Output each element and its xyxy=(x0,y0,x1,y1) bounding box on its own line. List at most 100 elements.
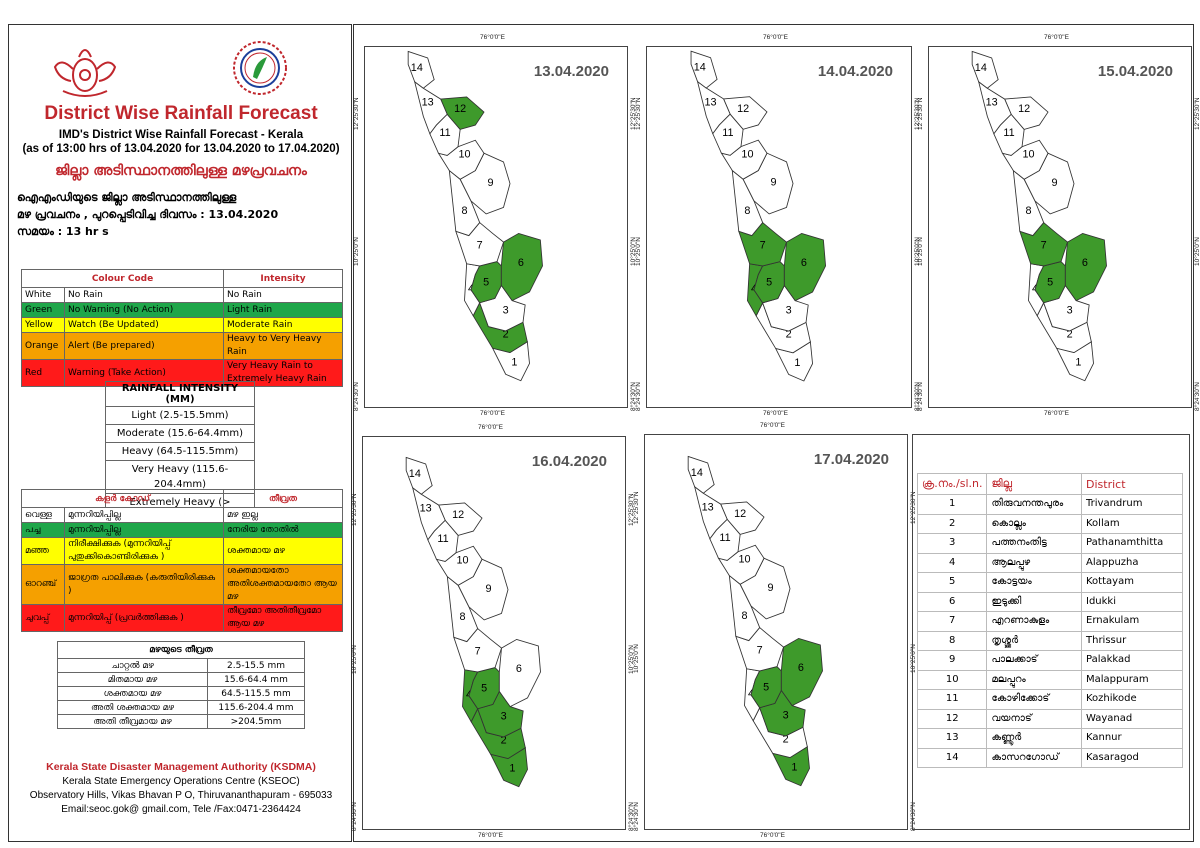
district-number: 11 xyxy=(916,689,988,710)
map-date: 15.04.2020 xyxy=(1097,63,1173,80)
ml-colour-code-row: വെള്ള മുന്നറിയിപ്പില്ല മഴ ഇല്ല xyxy=(21,507,343,523)
district-name-ml: തിരുവനന്തപുരം xyxy=(986,494,1082,515)
map-date: 14.04.2020 xyxy=(817,63,893,80)
colour-code-header: Colour Code xyxy=(21,269,224,288)
district-14-label: 14 xyxy=(691,467,703,479)
lat-label-left: 12°25'30"N xyxy=(635,97,642,130)
district-6-label: 6 xyxy=(801,257,807,269)
lat-label-right: 10°25'0"N xyxy=(1194,237,1200,266)
district-name-ml: കോട്ടയം xyxy=(986,572,1082,593)
colour-intensity: Light Rain xyxy=(223,302,343,318)
lon-label-bottom: 76°0'0"E xyxy=(480,410,505,417)
district-5-label: 5 xyxy=(483,276,489,288)
district-14-region xyxy=(971,50,999,89)
district-name-ml: കോഴിക്കോട് xyxy=(986,689,1082,710)
district-name-ml: പത്തനംതിട്ട xyxy=(986,533,1082,554)
col-district-ml: ജില്ല xyxy=(986,473,1082,495)
district-name-en: Idukki xyxy=(1081,591,1183,612)
ml-colour-intensity: മഴ ഇല്ല xyxy=(223,507,343,523)
district-13-region xyxy=(977,80,1012,135)
ml-colour-code-row: പച്ച മുന്നറിയിപ്പില്ല നേരിയ തോതിൽ xyxy=(21,522,343,538)
kerala-district-map: 1234567891011121314 xyxy=(690,50,827,382)
rainfall-intensity-row: Light (2.5-15.5mm) xyxy=(105,406,255,425)
district-row: 9 പാലക്കാട് Palakkad xyxy=(916,650,1183,671)
district-number: 3 xyxy=(916,533,988,554)
district-number: 5 xyxy=(916,572,988,593)
forecast-map-4: 16.04.20201234567891011121314 xyxy=(362,436,626,830)
district-row: 6 ഇടുക്കി Idukki xyxy=(916,591,1183,612)
lon-label-top: 76°0'0"E xyxy=(478,424,503,431)
district-5-region xyxy=(750,666,782,709)
ml-intensity-row: അതി തീവ്രമായ മഴ >204.5mm xyxy=(57,714,305,729)
colour-name: Orange xyxy=(21,332,65,360)
district-name-en: Thrissur xyxy=(1081,630,1183,651)
district-13-label: 13 xyxy=(705,96,717,108)
district-6-region xyxy=(500,232,543,302)
ml-intensity-range: 15.6-64.4 mm xyxy=(207,672,305,687)
district-5-label: 5 xyxy=(763,681,769,693)
district-1-label: 1 xyxy=(791,762,797,774)
ml-intensity-header: തീവ്രത xyxy=(223,489,343,508)
district-name-ml: ഇടുക്കി xyxy=(986,591,1082,612)
colour-code-row: Green No Warning (No Action) Light Rain xyxy=(21,302,343,318)
colour-code-row: Orange Alert (Be prepared) Heavy to Very H… xyxy=(21,332,343,360)
lat-label-left: 10°25'0"N xyxy=(353,237,360,266)
district-6-label: 6 xyxy=(516,663,522,675)
ml-colour-intensity: ശക്തമായ മഴ xyxy=(223,537,343,565)
ml-colour-code-row: മഞ്ഞ നിരീക്ഷിക്കുക (മുന്നറിയിപ്പ് പുതുക്ക… xyxy=(21,537,343,565)
ml-intensity-label: ശക്തമായ മഴ xyxy=(57,686,208,701)
district-number: 7 xyxy=(916,611,988,632)
intensity-header: Intensity xyxy=(223,269,343,288)
rainfall-intensity-value: Moderate (15.6-64.4mm) xyxy=(105,424,255,443)
kerala-emblem-icon xyxy=(53,49,117,97)
ml-intensity-table-header: മഴയുടെ തീവ്രത xyxy=(57,641,305,659)
page-title: District Wise Rainfall Forecast xyxy=(44,103,318,124)
district-7-label: 7 xyxy=(757,645,763,657)
district-name-en: Kozhikode xyxy=(1081,689,1183,710)
district-name-ml: പാലക്കാട് xyxy=(986,650,1082,671)
ml-line-1: ഐഎംഡിയുടെ ജില്ലാ അടിസ്ഥാനത്തിലുള്ള xyxy=(17,191,237,204)
district-7-label: 7 xyxy=(477,240,483,252)
rainfall-intensity-value: Light (2.5-15.5mm) xyxy=(105,406,255,425)
colour-meaning: Alert (Be prepared) xyxy=(64,332,224,360)
ml-line-3: സമയം : 13 hr s xyxy=(17,225,109,238)
ml-colour-intensity: തീവ്രമോ അതിതീവ്രമോ ആയ മഴ xyxy=(223,604,343,632)
ml-colour-intensity: നേരിയ തോതിൽ xyxy=(223,522,343,538)
district-name-en: Kasaragod xyxy=(1081,747,1183,768)
lat-label-left: 10°25'0"N xyxy=(917,237,924,266)
lat-label-left: 10°25'0"N xyxy=(351,644,358,674)
ml-colour-code-row: ചുവപ്പ് മുന്നറിയിപ്പ് (പ്രവർത്തിക്കുക ) തീ… xyxy=(21,604,343,632)
lat-label-left: 12°25'30"N xyxy=(633,491,640,524)
district-5-region xyxy=(470,261,502,304)
ml-intensity-row: മിതമായ മഴ 15.6-64.4 mm xyxy=(57,672,305,687)
kerala-district-map: 1234567891011121314 xyxy=(687,455,823,787)
district-8-label: 8 xyxy=(744,205,750,217)
colour-name: Red xyxy=(21,359,65,387)
district-13-region xyxy=(413,80,448,135)
ml-intensity-row: അതി ശക്തമായ മഴ 115.6-204.4 mm xyxy=(57,700,305,715)
lat-label-right: 12°25'30"N xyxy=(1194,97,1200,130)
district-12-label: 12 xyxy=(734,508,746,520)
lat-label-left: 8°24'30"N xyxy=(917,382,924,411)
colour-name: Green xyxy=(21,302,65,318)
district-number: 6 xyxy=(916,591,988,612)
district-10-label: 10 xyxy=(738,554,750,566)
colour-code-row: White No Rain No Rain xyxy=(21,287,343,303)
ml-colour-name: പച്ച xyxy=(21,522,65,538)
district-8-label: 8 xyxy=(461,205,467,217)
district-row: 8 തൃശ്ശൂർ Thrissur xyxy=(916,630,1183,651)
forecast-map-2: 14.04.20201234567891011121314 xyxy=(646,46,912,408)
district-row: 14 കാസറഗോഡ് Kasaragod xyxy=(916,747,1183,768)
rainfall-intensity-header: RAINFALL INTENSITY (MM) xyxy=(105,381,255,407)
district-6-label: 6 xyxy=(518,257,524,269)
district-3-label: 3 xyxy=(783,710,789,722)
district-table: ക്ര.നം./sl.n. ജില്ല District 1 തിരുവനന്തപ… xyxy=(916,473,1183,768)
district-12-label: 12 xyxy=(452,509,464,521)
lat-label-left: 12°25'30"N xyxy=(917,97,924,130)
district-3-label: 3 xyxy=(503,305,509,317)
district-11-label: 11 xyxy=(437,533,448,545)
district-name-ml: ആലപ്പുഴ xyxy=(986,552,1082,573)
ml-colour-name: ചുവപ്പ് xyxy=(21,604,65,632)
district-13-label: 13 xyxy=(702,502,714,514)
ml-colour-code-row: ഓറഞ്ച് ജാഗ്രത പാലിക്കുക (കരുതിയിരിക്കുക )… xyxy=(21,564,343,605)
